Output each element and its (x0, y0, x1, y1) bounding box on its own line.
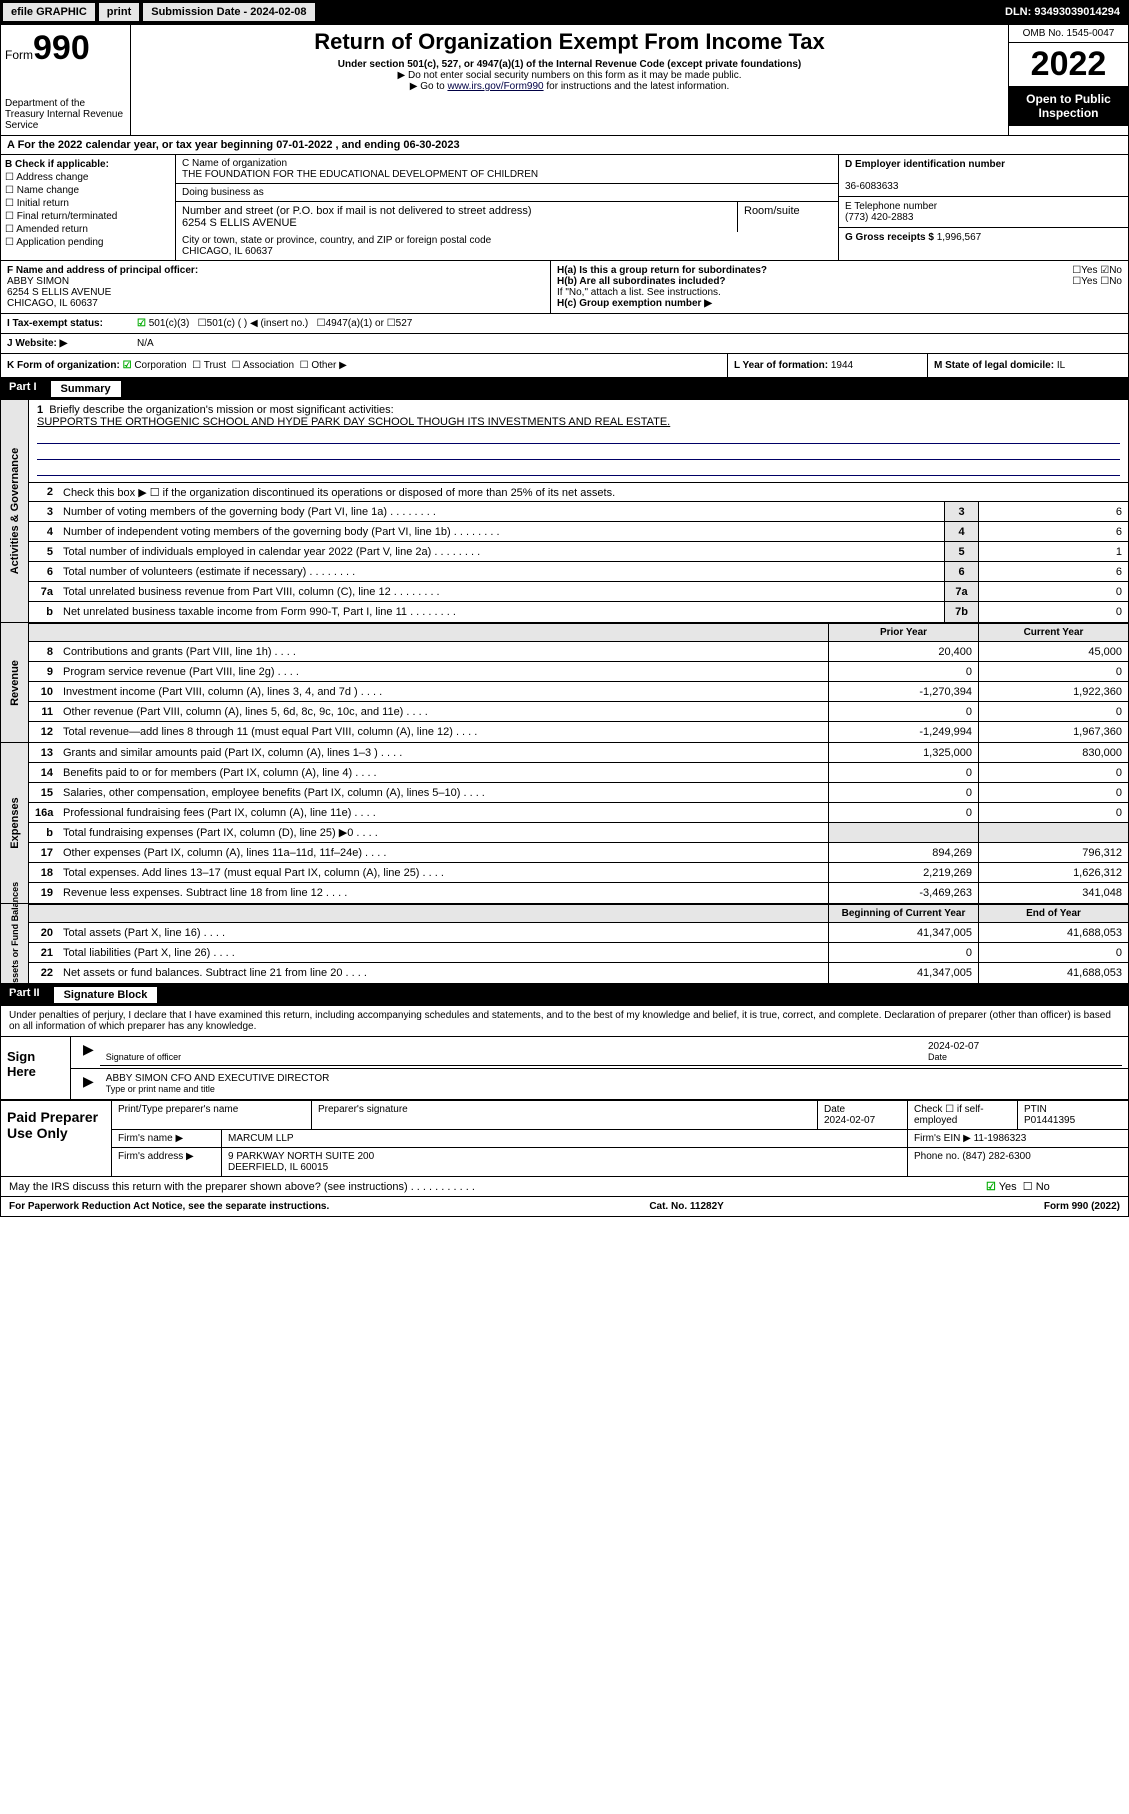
tax-year: 2022 (1009, 43, 1128, 86)
form-number: Form990 (5, 29, 126, 68)
arrow-icon: ▶ (77, 1071, 100, 1097)
print-btn[interactable]: print (99, 3, 139, 21)
part2-header: Part II Signature Block (1, 984, 1128, 1006)
col-b-checkboxes: B Check if applicable: ☐ Address change … (1, 155, 176, 260)
paid-preparer-label: Paid Preparer Use Only (1, 1101, 111, 1176)
hdr-end: End of Year (978, 905, 1128, 922)
hdr-curr: Current Year (978, 624, 1128, 641)
dept-text: Department of the Treasury Internal Reve… (5, 98, 126, 131)
chk-501c3[interactable]: ☑ 501(c)(3) (137, 318, 189, 329)
irs-link[interactable]: www.irs.gov/Form990 (447, 81, 543, 92)
discuss-question: May the IRS discuss this return with the… (1, 1179, 978, 1195)
efile-btn[interactable]: efile GRAPHIC (3, 3, 95, 21)
dln-text: DLN: 93493039014294 (997, 3, 1128, 21)
sidebar-activities: Activities & Governance (9, 448, 21, 575)
part1-header: Part I Summary (1, 378, 1128, 400)
line2: Check this box ▶ ☐ if the organization d… (59, 484, 1128, 501)
city-state-zip: City or town, state or province, country… (176, 232, 838, 260)
chk-name[interactable]: ☐ Name change (5, 185, 171, 196)
footer-right: Form 990 (2022) (1044, 1201, 1120, 1212)
form-of-org: K Form of organization: ☑ Corporation ☐ … (1, 354, 728, 377)
chk-address[interactable]: ☐ Address change (5, 172, 171, 183)
subtitle-1: Under section 501(c), 527, or 4947(a)(1)… (139, 59, 1000, 70)
org-name: C Name of organization THE FOUNDATION FO… (176, 155, 838, 184)
group-return: H(a) Is this a group return for subordin… (551, 261, 1128, 313)
sign-here-label: Sign Here (1, 1037, 71, 1099)
website-label: J Website: ▶ (7, 338, 137, 349)
arrow-icon: ▶ (77, 1039, 100, 1066)
hdr-begin: Beginning of Current Year (828, 905, 978, 922)
chk-amended[interactable]: ☐ Amended return (5, 224, 171, 235)
footer-cat: Cat. No. 11282Y (329, 1201, 1044, 1212)
website-val: N/A (137, 338, 154, 349)
sidebar-netassets: Net Assets or Fund Balances (10, 881, 20, 1005)
dba: Doing business as (176, 184, 838, 202)
ein: D Employer identification number 36-6083… (839, 155, 1128, 197)
form-title: Return of Organization Exempt From Incom… (139, 29, 1000, 55)
omb-number: OMB No. 1545-0047 (1009, 25, 1128, 43)
subtitle-3: ▶ Go to www.irs.gov/Form990 for instruct… (139, 81, 1000, 92)
tax-exempt-label: I Tax-exempt status: (7, 318, 137, 329)
sig-intro: Under penalties of perjury, I declare th… (1, 1006, 1128, 1037)
room-suite: Room/suite (738, 202, 838, 232)
street-address: Number and street (or P.O. box if mail i… (176, 202, 738, 232)
topbar: efile GRAPHIC print Submission Date - 20… (0, 0, 1129, 24)
mission-text: SUPPORTS THE ORTHOGENIC SCHOOL AND HYDE … (37, 416, 670, 428)
sidebar-revenue: Revenue (9, 660, 21, 706)
subtitle-2: ▶ Do not enter social security numbers o… (139, 70, 1000, 81)
state-domicile: M State of legal domicile: IL (928, 354, 1128, 377)
year-formation: L Year of formation: 1944 (728, 354, 928, 377)
gross-receipts: G Gross receipts $ 1,996,567 (839, 228, 1128, 247)
chk-pending[interactable]: ☐ Application pending (5, 237, 171, 248)
form-990: Form990 Department of the Treasury Inter… (0, 24, 1129, 1217)
chk-final[interactable]: ☐ Final return/terminated (5, 211, 171, 222)
phone: E Telephone number (773) 420-2883 (839, 197, 1128, 228)
row-a-taxyear: A For the 2022 calendar year, or tax yea… (1, 136, 1128, 155)
line1-label: Briefly describe the organization's miss… (49, 404, 393, 416)
chk-initial[interactable]: ☐ Initial return (5, 198, 171, 209)
principal-officer: F Name and address of principal officer:… (1, 261, 551, 313)
sidebar-expenses: Expenses (9, 797, 21, 848)
hdr-prior: Prior Year (828, 624, 978, 641)
subdate-btn: Submission Date - 2024-02-08 (143, 3, 314, 21)
inspection-badge: Open to Public Inspection (1009, 86, 1128, 126)
footer-left: For Paperwork Reduction Act Notice, see … (9, 1201, 329, 1212)
